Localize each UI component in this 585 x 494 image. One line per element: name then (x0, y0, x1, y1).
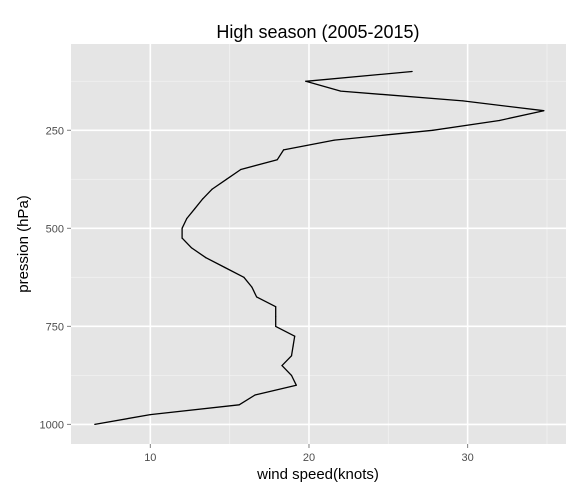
plot-panel (71, 44, 566, 444)
data-point (275, 315, 277, 318)
data-point (211, 188, 213, 190)
y-axis: 250 500 750 1000 (40, 125, 71, 431)
data-point (202, 198, 204, 200)
data-point (290, 355, 293, 357)
x-tick-label: 30 (462, 452, 474, 464)
data-point (282, 149, 285, 151)
data-point (256, 296, 258, 298)
data-point (281, 364, 283, 367)
x-axis: 10 20 30 (144, 444, 474, 464)
data-point (543, 110, 545, 112)
y-tick-label: 1000 (40, 419, 64, 431)
series-layer (94, 70, 545, 426)
data-point (254, 394, 256, 396)
data-point (149, 413, 151, 416)
data-point (251, 286, 253, 288)
y-tick-label: 250 (46, 125, 64, 137)
data-point (181, 237, 183, 239)
data-point (275, 325, 277, 327)
data-point (411, 70, 413, 73)
data-point (225, 178, 228, 180)
data-point (292, 345, 294, 347)
data-point (205, 257, 207, 259)
data-point (462, 100, 464, 102)
data-point (294, 335, 296, 337)
data-point (340, 90, 342, 92)
data-point (243, 276, 245, 278)
data-point (224, 266, 226, 269)
data-point (276, 159, 278, 161)
data-point (275, 306, 277, 308)
y-axis-title: pression (hPa) (15, 195, 32, 293)
data-point (290, 374, 293, 376)
data-point (190, 247, 193, 249)
data-point (432, 129, 434, 131)
data-point (186, 217, 188, 220)
x-tick-label: 20 (303, 452, 315, 464)
data-point (295, 384, 297, 386)
chart-title: High season (2005-2015) (216, 22, 419, 42)
major-gridlines (71, 44, 566, 444)
data-point (305, 80, 307, 82)
data-point (240, 168, 242, 171)
x-axis-title: wind speed(knots) (256, 466, 379, 483)
minor-gridlines (71, 44, 566, 444)
data-point (498, 119, 500, 122)
data-point (94, 423, 96, 425)
data-point (333, 139, 335, 141)
data-point (194, 208, 196, 210)
data-point (238, 404, 240, 406)
y-tick-label: 750 (46, 321, 64, 333)
x-tick-label: 10 (144, 452, 156, 464)
y-tick-label: 500 (46, 223, 64, 235)
data-point (181, 227, 183, 229)
